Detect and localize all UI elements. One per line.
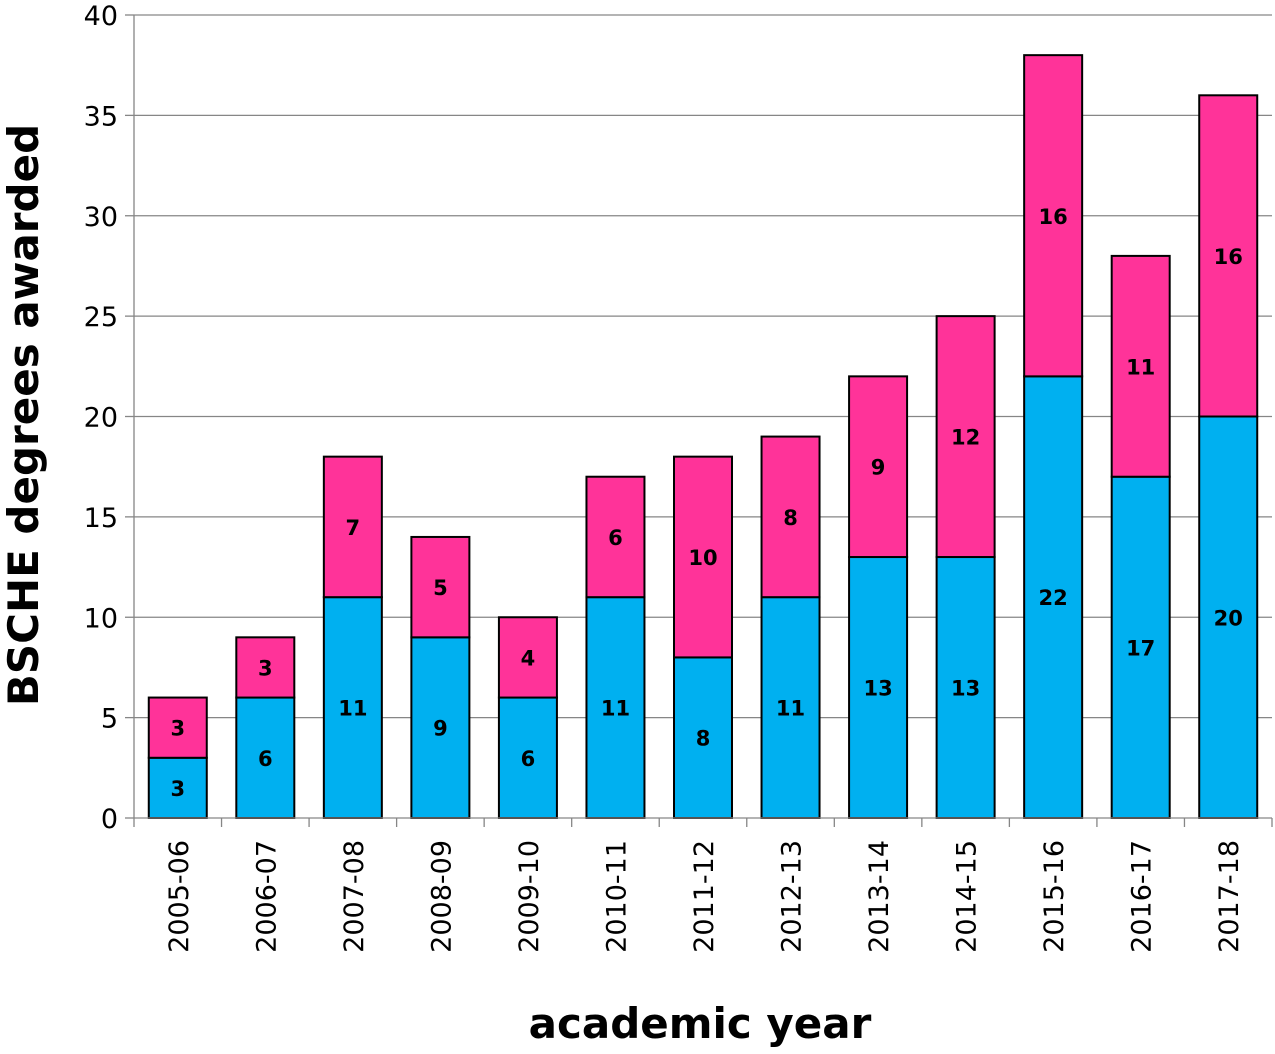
y-tick-label: 15 [84, 503, 118, 534]
x-tick-label: 2016-17 [1127, 840, 1158, 953]
x-tick-label: 2012-13 [777, 840, 808, 953]
data-label: 16 [1039, 205, 1068, 229]
bars [147, 54, 1259, 820]
bar-segment [1198, 415, 1259, 819]
data-label: 3 [170, 777, 185, 801]
bar-segment [848, 375, 909, 559]
bar-segment [322, 596, 383, 819]
data-label: 16 [1214, 245, 1243, 269]
x-tick-label: 2013-14 [864, 840, 895, 953]
data-label: 11 [1126, 355, 1155, 379]
data-label: 6 [521, 747, 536, 771]
bar-segment [848, 556, 909, 820]
x-tick-label: 2007-08 [339, 840, 370, 953]
bar-segment [235, 696, 296, 819]
data-label: 3 [170, 717, 185, 741]
bar-segment [235, 636, 296, 699]
data-labels: 3 3 6 3 11 7 9 5 6 4 11 6 8 10 11 8 13 9 13 12 22 16 17 11 20 16 [170, 205, 1242, 801]
data-label: 6 [608, 526, 623, 550]
x-tick-label: 2011-12 [689, 840, 720, 953]
y-tick-label: 10 [84, 603, 118, 634]
bar-segment [673, 455, 733, 659]
x-tick-label: 2006-07 [251, 840, 282, 953]
x-tick-label: 2017-18 [1214, 840, 1245, 953]
y-tick-label: 35 [84, 101, 118, 132]
bar-segment [1023, 375, 1084, 819]
data-label: 9 [433, 717, 448, 741]
bar-segment [147, 756, 208, 820]
y-axis-title: BSCHE degrees awarded [0, 124, 48, 706]
data-label: 22 [1039, 586, 1068, 610]
data-label: 13 [951, 677, 980, 701]
bar-segment [1198, 94, 1259, 418]
y-tick-label: 40 [84, 1, 118, 32]
y-tick-label: 20 [84, 403, 118, 434]
y-tick-label: 0 [101, 804, 118, 835]
x-tick-label: 2009-10 [514, 840, 545, 953]
data-label: 8 [783, 506, 798, 530]
y-tick-label: 30 [84, 202, 118, 233]
data-label: 7 [346, 516, 361, 540]
bar-segment [497, 616, 558, 699]
data-label: 11 [601, 697, 630, 721]
bar-segment [760, 435, 821, 599]
y-tick-label: 25 [84, 302, 118, 333]
x-tick-label: 2008-09 [426, 840, 457, 953]
x-tick-label: 2015-16 [1039, 840, 1070, 953]
bar-segment [585, 475, 646, 599]
bar-segment [410, 535, 471, 639]
bar-segment [322, 455, 383, 599]
data-label: 5 [433, 576, 448, 600]
data-label: 4 [521, 646, 536, 670]
data-label: 10 [688, 546, 717, 570]
x-tick-label: 2014-15 [952, 840, 983, 953]
x-tick-label: 2010-11 [601, 840, 632, 953]
data-label: 17 [1126, 636, 1155, 660]
data-label: 13 [863, 677, 892, 701]
y-tick-label: 5 [101, 704, 118, 735]
data-label: 9 [871, 456, 886, 480]
bar-segment [1023, 54, 1084, 378]
bar-segment [935, 315, 996, 559]
x-tick-label: 2005-06 [164, 840, 195, 953]
bar-segment [1110, 475, 1171, 819]
data-label: 3 [258, 656, 273, 680]
data-label: 6 [258, 747, 273, 771]
data-label: 12 [951, 426, 980, 450]
x-axis-title: academic year [529, 999, 872, 1048]
bar-segment [1110, 254, 1171, 478]
data-label: 8 [696, 727, 711, 751]
bar-segment [147, 696, 208, 759]
data-label: 11 [776, 697, 805, 721]
bar-segment [585, 596, 646, 819]
data-label: 20 [1214, 606, 1243, 630]
data-label: 11 [338, 697, 367, 721]
bar-segment [935, 556, 996, 820]
